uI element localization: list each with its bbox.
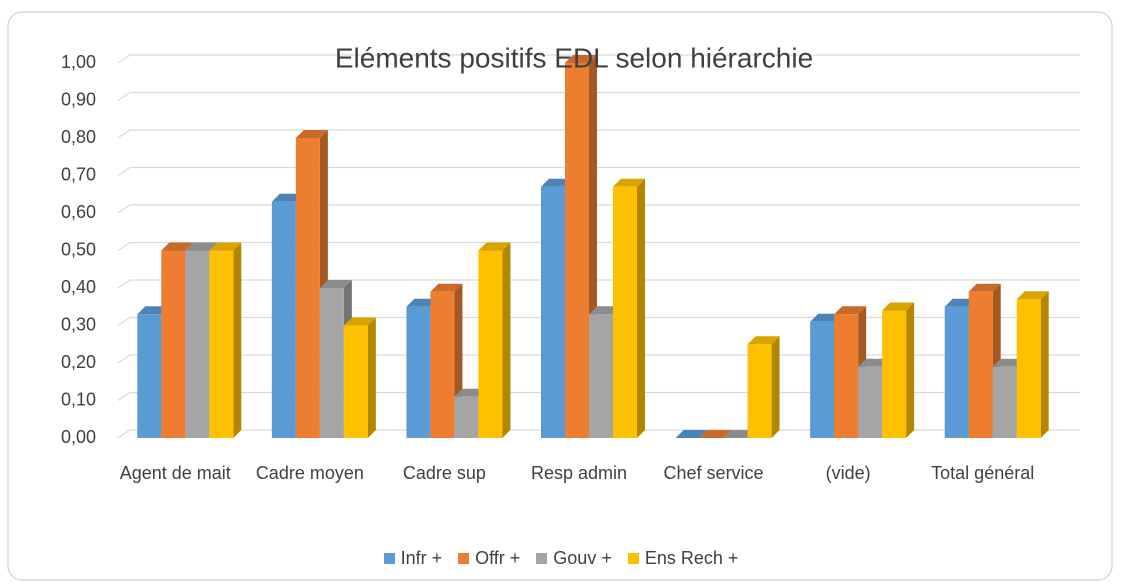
legend-item: Gouv + bbox=[536, 548, 612, 569]
grid-line bbox=[117, 166, 1080, 176]
x-tick-label: Cadre moyen bbox=[255, 463, 364, 483]
bar-top bbox=[209, 242, 242, 251]
y-tick-label: 0,00 bbox=[61, 427, 96, 447]
bar bbox=[1016, 299, 1041, 438]
y-tick-label: 0,50 bbox=[61, 239, 96, 259]
bar-top bbox=[699, 430, 732, 438]
bar bbox=[295, 138, 320, 438]
bar bbox=[589, 314, 613, 438]
y-tick-label: 0,70 bbox=[61, 164, 96, 184]
bar bbox=[613, 186, 637, 438]
bar bbox=[747, 344, 772, 438]
bar bbox=[343, 325, 368, 438]
legend-label: Ens Rech + bbox=[644, 548, 739, 568]
bar bbox=[968, 291, 993, 438]
bar bbox=[834, 314, 859, 438]
bar-top bbox=[882, 302, 915, 311]
bar bbox=[882, 310, 907, 438]
bar-side bbox=[771, 336, 780, 438]
grid-line bbox=[117, 54, 1080, 64]
bar-top bbox=[747, 336, 780, 345]
bar bbox=[430, 291, 455, 438]
legend-swatch bbox=[536, 553, 548, 564]
bar bbox=[406, 306, 431, 438]
y-tick-label: 0,40 bbox=[61, 277, 96, 297]
legend-swatch bbox=[383, 553, 395, 564]
legend-label: Offr + bbox=[475, 548, 521, 568]
bar-top bbox=[565, 55, 597, 63]
bar-side bbox=[502, 242, 511, 438]
bar bbox=[810, 321, 835, 438]
bar-top bbox=[343, 317, 376, 326]
y-tick-label: 0,10 bbox=[61, 389, 96, 409]
legend-item: Ens Rech + bbox=[627, 548, 739, 569]
bar-top bbox=[319, 280, 352, 288]
bar-top bbox=[968, 283, 1001, 292]
bar-side bbox=[637, 178, 645, 438]
bar-top bbox=[613, 178, 645, 187]
chart-title: Eléments positifs EDL selon hiérarchie bbox=[335, 42, 813, 73]
bar-top bbox=[295, 130, 328, 138]
legend-label: Infr + bbox=[400, 548, 443, 568]
bar-top bbox=[430, 283, 463, 292]
bar bbox=[185, 250, 210, 438]
legend-item: Infr + bbox=[383, 548, 443, 569]
legend-item: Offr + bbox=[458, 548, 520, 569]
bar-top bbox=[185, 242, 218, 251]
y-tick-label: 0,90 bbox=[61, 89, 96, 109]
bar bbox=[478, 250, 503, 438]
legend-label: Gouv + bbox=[553, 548, 612, 568]
bar-top bbox=[161, 242, 194, 251]
x-tick-label: (vide) bbox=[825, 463, 871, 483]
grid-line bbox=[117, 241, 1080, 251]
grid-line bbox=[117, 279, 1080, 289]
y-tick-label: 0,60 bbox=[61, 202, 96, 222]
bar bbox=[454, 396, 479, 438]
bar-top bbox=[478, 242, 511, 251]
x-tick-label: Agent de mait bbox=[119, 463, 231, 483]
x-tick-label: Chef service bbox=[663, 463, 764, 483]
legend-swatch bbox=[627, 553, 639, 564]
x-tick-label: Resp admin bbox=[530, 463, 628, 483]
bar-side bbox=[233, 242, 242, 438]
y-tick-label: 1,00 bbox=[61, 52, 96, 72]
bar bbox=[541, 186, 565, 438]
grid-line bbox=[117, 129, 1080, 139]
grid-line bbox=[117, 91, 1080, 101]
grid-line bbox=[117, 316, 1080, 326]
grid: 0,00 0,10 0,20 0,30 0,40 0,50 0,60 0,70 0,80 0,90… bbox=[61, 52, 1080, 447]
bar-top bbox=[992, 358, 1025, 367]
bar bbox=[944, 306, 969, 438]
bar bbox=[161, 250, 186, 438]
y-tick-label: 0,30 bbox=[61, 314, 96, 334]
bar bbox=[992, 366, 1017, 438]
bar-top bbox=[834, 306, 867, 315]
bar bbox=[858, 366, 883, 438]
bar-side bbox=[367, 317, 376, 438]
bars bbox=[137, 55, 1049, 438]
bar-top bbox=[675, 430, 708, 438]
y-tick-label: 0,20 bbox=[61, 352, 96, 372]
bar-side bbox=[1040, 291, 1049, 438]
legend-swatch bbox=[458, 553, 470, 564]
x-tick-label: Total général bbox=[931, 463, 1035, 483]
legend: Infr + Offr + Gouv + Ens Rech + bbox=[0, 548, 1122, 569]
bar bbox=[209, 250, 234, 438]
bar bbox=[271, 201, 296, 438]
bar-side bbox=[906, 302, 915, 438]
bar bbox=[137, 314, 162, 438]
bar-top bbox=[1016, 291, 1049, 300]
bar bbox=[319, 288, 344, 438]
y-tick-label: 0,80 bbox=[61, 127, 96, 147]
bar bbox=[565, 63, 589, 438]
grid-line bbox=[117, 204, 1080, 214]
x-tick-label: Cadre sup bbox=[402, 463, 486, 483]
